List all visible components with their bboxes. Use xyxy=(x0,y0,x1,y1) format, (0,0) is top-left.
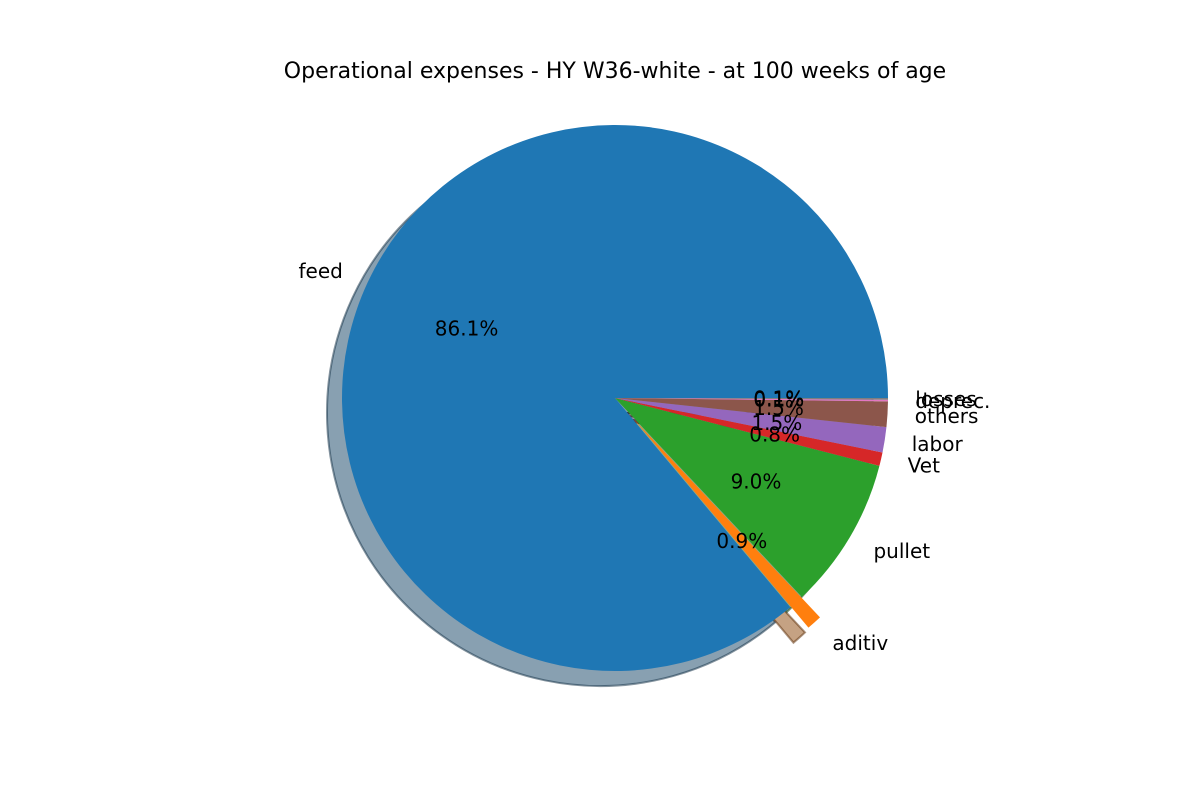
pie-slices xyxy=(341,124,889,671)
pie-percent-pullet: 9.0% xyxy=(731,469,782,493)
pie-slice-depre xyxy=(615,398,888,402)
pie-slice-others xyxy=(615,398,888,428)
pie-slice-vet xyxy=(615,398,883,466)
pie-slice-feed xyxy=(341,124,889,671)
pie-percent-labor: 1.5% xyxy=(751,411,802,435)
pie-label-labor: labor xyxy=(912,432,964,456)
pie-percent-depre: 0.1% xyxy=(753,388,804,412)
pie-label-pullet: pullet xyxy=(873,539,930,563)
pie-percent-feed: 86.1% xyxy=(435,317,499,341)
pie-percent-labels: 86.1%0.9%9.0%0.8%1.5%1.5%0.1%0.1% xyxy=(435,317,804,553)
pie-slice-labor xyxy=(615,398,887,453)
pie-slice-aditiv xyxy=(633,418,820,628)
pie-label-vet: Vet xyxy=(908,453,940,477)
pie-label-aditiv: aditiv xyxy=(832,631,888,655)
pie-percent-aditiv: 0.9% xyxy=(716,529,767,553)
pie-label-others: others xyxy=(915,404,979,428)
pie-percent-losses: 0.1% xyxy=(753,387,804,411)
pie-percent-others: 1.5% xyxy=(753,396,804,420)
pie-label-feed: feed xyxy=(299,259,343,283)
pie-label-losses: losses xyxy=(915,387,976,411)
pie-label-depre: depreс. xyxy=(915,389,990,413)
pie-percent-vet: 0.8% xyxy=(749,423,800,447)
chart-title: Operational expenses - HY W36-white - at… xyxy=(284,59,946,84)
pie-slice-losses xyxy=(615,398,888,400)
pie-slice-pullet xyxy=(615,398,880,598)
